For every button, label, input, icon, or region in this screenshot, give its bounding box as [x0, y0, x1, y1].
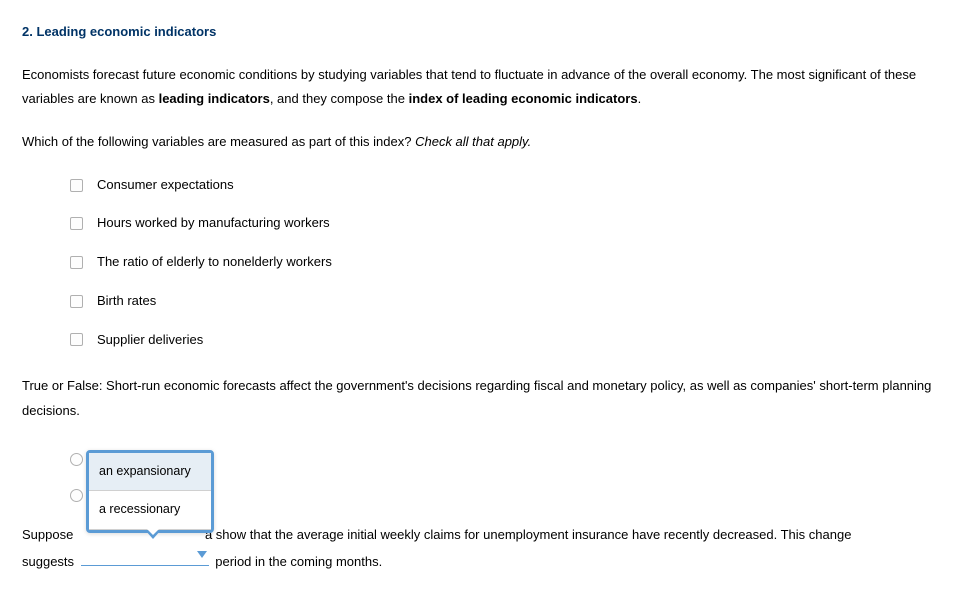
- sentence-line-2: suggests period in the coming months.: [22, 548, 936, 575]
- checkbox-group: Consumer expectations Hours worked by ma…: [70, 173, 936, 352]
- checkbox-option[interactable]: Supplier deliveries: [70, 328, 936, 353]
- radio-icon[interactable]: [70, 489, 83, 502]
- dropdown-item[interactable]: a recessionary: [89, 491, 211, 530]
- checkbox-icon[interactable]: [70, 333, 83, 346]
- checkbox-icon[interactable]: [70, 217, 83, 230]
- question-title: 2. Leading economic indicators: [22, 20, 936, 45]
- dropdown-item[interactable]: an expansionary: [89, 453, 211, 492]
- popup-tail-icon: [147, 529, 159, 535]
- checkbox-option[interactable]: Birth rates: [70, 289, 936, 314]
- checkbox-prompt-hint: Check all that apply.: [415, 134, 531, 149]
- checkbox-prompt: Which of the following variables are mea…: [22, 130, 936, 155]
- checkbox-option[interactable]: Consumer expectations: [70, 173, 936, 198]
- checkbox-label: The ratio of elderly to nonelderly worke…: [97, 250, 332, 275]
- dropdown-popup[interactable]: an expansionary a recessionary: [86, 450, 214, 534]
- chevron-down-icon: [197, 551, 207, 559]
- fill-in-sentence: an expansionary a recessionary Suppose a…: [22, 522, 936, 575]
- checkbox-option[interactable]: Hours worked by manufacturing workers: [70, 211, 936, 236]
- checkbox-prompt-text: Which of the following variables are mea…: [22, 134, 415, 149]
- checkbox-icon[interactable]: [70, 179, 83, 192]
- checkbox-label: Birth rates: [97, 289, 156, 314]
- fill-post1: a show that the average initial weekly c…: [205, 527, 852, 542]
- checkbox-icon[interactable]: [70, 256, 83, 269]
- checkbox-label: Consumer expectations: [97, 173, 234, 198]
- intro-end: .: [638, 91, 642, 106]
- fill-pre1: Suppose: [22, 527, 77, 542]
- fill-line2-post: period in the coming months.: [212, 554, 383, 569]
- true-false-prompt: True or False: Short-run economic foreca…: [22, 374, 936, 423]
- intro-bold-2: index of leading economic indicators: [409, 91, 638, 106]
- intro-paragraph: Economists forecast future economic cond…: [22, 63, 936, 112]
- dropdown-blank[interactable]: [81, 548, 209, 566]
- intro-bold-1: leading indicators: [159, 91, 270, 106]
- fill-line2-pre: suggests: [22, 554, 78, 569]
- checkbox-option[interactable]: The ratio of elderly to nonelderly worke…: [70, 250, 936, 275]
- intro-mid: , and they compose the: [270, 91, 409, 106]
- checkbox-icon[interactable]: [70, 295, 83, 308]
- checkbox-label: Hours worked by manufacturing workers: [97, 211, 330, 236]
- checkbox-label: Supplier deliveries: [97, 328, 203, 353]
- radio-icon[interactable]: [70, 453, 83, 466]
